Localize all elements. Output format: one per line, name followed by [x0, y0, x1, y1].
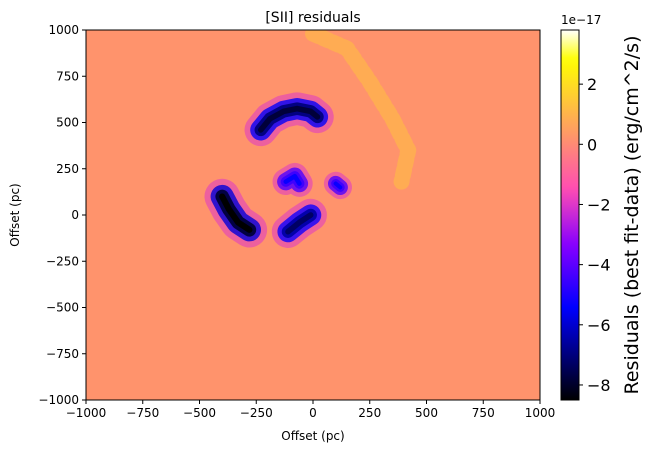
x-tick-label: 750: [472, 406, 495, 420]
colorbar-ticks: 2 0 −2 −4 −6 −8: [579, 75, 611, 395]
x-tick-label: 0: [309, 406, 317, 420]
x-tick-label: −250: [240, 406, 273, 420]
x-tick-label: 500: [415, 406, 438, 420]
x-tick-label: −1000: [66, 406, 107, 420]
y-tick-label: 750: [56, 69, 79, 83]
x-tick-label: −500: [183, 406, 216, 420]
residual-feature-0-layer-3: [258, 105, 321, 133]
heatmap-image: [86, 30, 540, 400]
y-tick-label: −250: [46, 254, 79, 268]
y-tick-label: 0: [71, 208, 79, 222]
y-tick-label: 250: [56, 162, 79, 176]
y-tick-label: 500: [56, 116, 79, 130]
colorbar: [560, 29, 580, 401]
residual-feature-1-layer-3: [219, 193, 253, 233]
x-tick-label: 250: [358, 406, 381, 420]
colorbar-offset-text: 1e−17: [561, 13, 601, 27]
x-axis: −1000 −750 −500 −250 0 250 500 750 1000: [66, 400, 556, 420]
y-tick-label: −500: [46, 301, 79, 315]
x-axis-label: Offset (pc): [281, 429, 344, 443]
y-tick-label: −1000: [38, 393, 79, 407]
colorbar-label: Residuals (best fit-data) (erg/cm^2/s): [621, 36, 643, 395]
colorbar-tick-label: 0: [587, 135, 597, 154]
positive-residual-patch-0: [305, 30, 417, 190]
y-axis-label: Offset (pc): [8, 183, 22, 246]
x-tick-label: −750: [126, 406, 159, 420]
colorbar-tick-label: 2: [587, 75, 597, 94]
residual-feature-3-layer-3: [283, 173, 302, 186]
colorbar-tick-label: −4: [587, 256, 611, 275]
residual-feature-2-layer-3: [285, 212, 314, 235]
chart-title: [SII] residuals: [265, 10, 360, 26]
y-axis: −1000 −750 −500 −250 0 250 500 750 1000: [38, 23, 86, 407]
colorbar-tick-label: −2: [587, 195, 611, 214]
residual-feature-4-layer-3: [333, 181, 343, 190]
colorbar-tick-label: −8: [587, 376, 611, 395]
colorbar-tick-label: −6: [587, 316, 611, 335]
y-tick-label: −750: [46, 347, 79, 361]
y-tick-label: 1000: [48, 23, 79, 37]
x-tick-label: 1000: [525, 406, 556, 420]
